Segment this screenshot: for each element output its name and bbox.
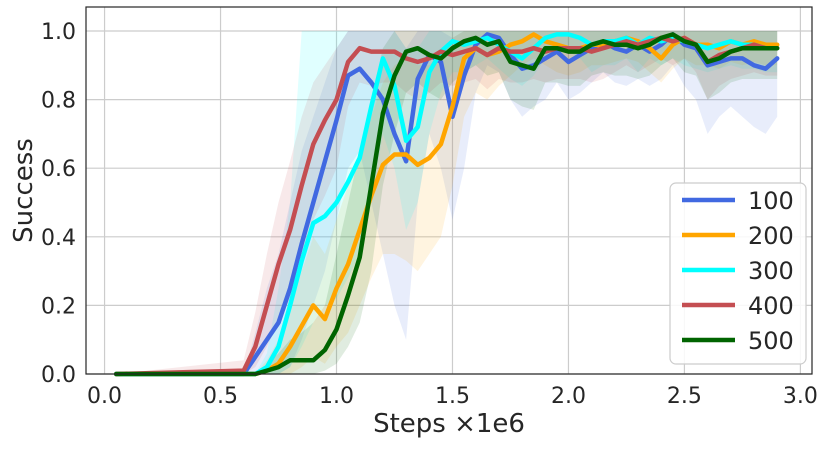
y-tick-label: 0.4 (41, 226, 76, 251)
legend-box (669, 182, 807, 365)
x-tick-label: 0.5 (203, 384, 238, 409)
x-tick-label: 2.5 (667, 384, 702, 409)
band-series-100 (116, 31, 778, 374)
legend-label-400: 400 (748, 292, 794, 320)
y-tick-label: 1.0 (41, 20, 76, 45)
legend-label-500: 500 (748, 327, 794, 355)
band-series-200 (116, 31, 778, 374)
y-tick-label: 0.2 (41, 294, 76, 319)
y-tick-label: 0.0 (41, 363, 76, 388)
y-tick-label: 0.8 (41, 89, 76, 114)
x-tick-label: 2.0 (551, 384, 586, 409)
x-tick-label: 1.5 (435, 384, 470, 409)
band-series-300 (116, 31, 778, 374)
tick-labels: 0.0 0.5 1.0 1.5 2.0 2.5 3.0 0.0 0.2 0.4 0.6 0.8 1.0 (41, 20, 818, 409)
legend: 100 200 300 400 500 (669, 182, 807, 365)
x-tick-label: 0.0 (87, 384, 122, 409)
series-lines (113, 32, 780, 377)
legend-label-300: 300 (748, 257, 794, 285)
band-series-400 (116, 31, 778, 374)
legend-label-100: 100 (748, 187, 794, 215)
axes-frame (85, 6, 813, 375)
line-series-500 (113, 32, 780, 377)
y-axis-label: Success (9, 138, 39, 243)
x-tick-label: 3.0 (783, 384, 818, 409)
x-tick-label: 1.0 (319, 384, 354, 409)
x-axis-label: Steps ×1e6 (373, 409, 525, 439)
legend-label-200: 200 (748, 222, 794, 250)
y-tick-label: 0.6 (41, 157, 76, 182)
